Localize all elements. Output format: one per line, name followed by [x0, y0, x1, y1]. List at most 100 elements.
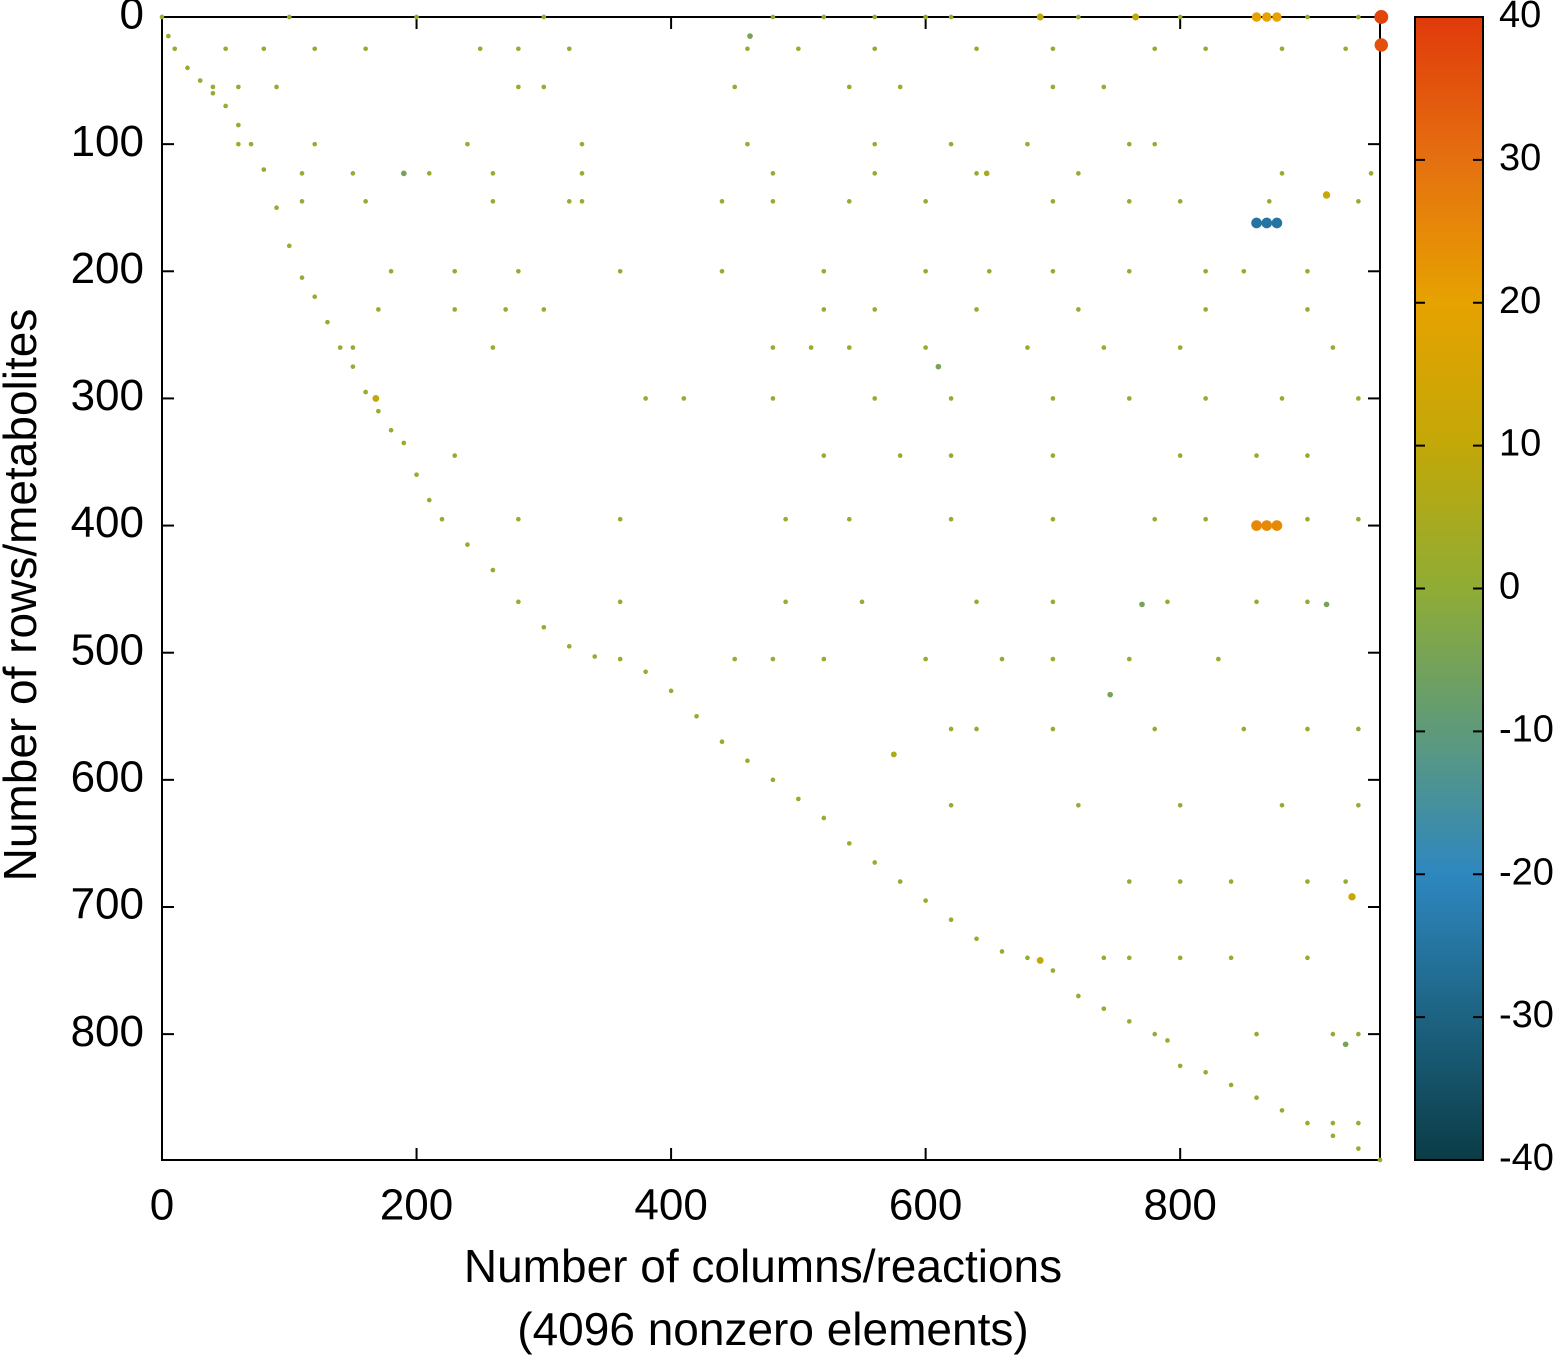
point: [1343, 46, 1348, 52]
point: [948, 396, 954, 401]
point: [770, 777, 776, 783]
point: [1126, 955, 1132, 961]
point: [974, 726, 979, 732]
y-tick-label: 700: [71, 880, 144, 929]
point: [1279, 396, 1285, 401]
point: [1305, 307, 1310, 312]
y-tick-label: 500: [71, 625, 144, 674]
point: [1266, 199, 1272, 204]
point: [1254, 453, 1259, 458]
point: [948, 917, 954, 923]
point: [796, 46, 801, 52]
point: [1254, 1031, 1259, 1037]
point: [1025, 141, 1030, 147]
point: [299, 199, 305, 204]
point: [363, 46, 368, 52]
point: [1228, 879, 1234, 884]
point: [312, 46, 318, 52]
point: [821, 656, 827, 662]
point: [325, 319, 330, 325]
point: [821, 268, 827, 274]
point: [1356, 1031, 1361, 1037]
point: [490, 199, 496, 204]
point: [1177, 802, 1183, 808]
point: [197, 78, 203, 83]
point: [948, 141, 954, 147]
point: [1165, 599, 1170, 605]
point: [1050, 46, 1056, 52]
point: [983, 170, 990, 177]
point: [592, 654, 598, 659]
point: [274, 84, 279, 90]
point: [1228, 955, 1234, 961]
point: [1050, 599, 1056, 605]
point: [796, 796, 801, 802]
point: [1251, 217, 1262, 229]
point: [1262, 12, 1272, 22]
colorbar-tick-label: 20: [1499, 280, 1541, 322]
point: [821, 14, 827, 20]
point: [1126, 656, 1132, 662]
point: [1228, 1082, 1234, 1088]
point: [286, 243, 292, 249]
point: [935, 363, 942, 370]
point: [1126, 396, 1132, 401]
point: [923, 268, 928, 274]
point: [350, 364, 356, 369]
point: [1203, 307, 1208, 312]
point: [1251, 520, 1262, 531]
point: [1177, 345, 1183, 350]
x-tick-label: 600: [889, 1181, 962, 1230]
point: [465, 141, 470, 147]
point: [872, 46, 878, 52]
point: [1356, 802, 1361, 808]
point: [974, 46, 979, 52]
point: [337, 345, 343, 350]
point: [846, 516, 852, 522]
point: [1305, 879, 1310, 884]
point: [1050, 656, 1056, 662]
point: [426, 497, 432, 503]
point: [770, 345, 776, 350]
point: [1203, 268, 1208, 274]
point: [236, 122, 241, 128]
y-axis-label: Number of rows/metabolites: [0, 309, 46, 882]
point: [1203, 516, 1208, 522]
point: [808, 345, 814, 350]
point: [452, 307, 458, 312]
point: [923, 345, 928, 350]
point: [1177, 14, 1183, 20]
point: [223, 46, 228, 52]
point: [1261, 520, 1273, 531]
point: [1374, 38, 1388, 52]
point: [1126, 141, 1132, 147]
point: [286, 14, 292, 20]
point: [185, 65, 190, 71]
point: [363, 199, 368, 204]
point: [516, 599, 521, 605]
colorbar-tick-label: -30: [1499, 994, 1554, 1036]
point: [890, 751, 897, 758]
point: [1305, 453, 1310, 458]
point: [1076, 14, 1081, 20]
colorbar-tick-label: -40: [1499, 1137, 1554, 1179]
point: [732, 656, 738, 662]
point: [274, 205, 279, 211]
point: [1322, 191, 1331, 199]
x-tick-label: 800: [1143, 1181, 1216, 1230]
point: [1241, 726, 1247, 732]
point: [1279, 171, 1285, 176]
point: [1305, 14, 1310, 20]
point: [414, 14, 419, 20]
point: [1330, 345, 1336, 350]
point: [923, 14, 928, 20]
point: [1126, 199, 1132, 204]
point: [248, 141, 254, 147]
point: [490, 171, 496, 176]
point: [236, 141, 241, 147]
point: [643, 396, 648, 401]
point: [1343, 879, 1348, 884]
point: [299, 275, 305, 280]
point: [312, 141, 318, 147]
